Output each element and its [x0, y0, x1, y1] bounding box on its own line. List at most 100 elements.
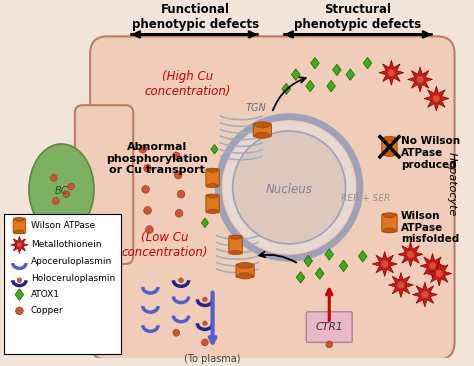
Polygon shape	[412, 282, 438, 307]
FancyBboxPatch shape	[206, 169, 219, 187]
Text: (To plasma): (To plasma)	[184, 354, 241, 364]
Polygon shape	[363, 57, 372, 69]
Ellipse shape	[237, 273, 253, 279]
Circle shape	[398, 281, 404, 288]
Ellipse shape	[230, 235, 241, 239]
Circle shape	[407, 251, 414, 258]
Polygon shape	[211, 145, 218, 154]
Polygon shape	[11, 236, 28, 254]
Circle shape	[51, 175, 57, 181]
Polygon shape	[315, 268, 324, 279]
Circle shape	[202, 321, 207, 326]
Polygon shape	[333, 64, 341, 76]
Circle shape	[381, 261, 388, 268]
Polygon shape	[310, 57, 319, 69]
Circle shape	[326, 341, 333, 348]
Polygon shape	[296, 272, 305, 283]
Circle shape	[388, 69, 395, 76]
Polygon shape	[304, 255, 312, 267]
Circle shape	[173, 152, 180, 160]
FancyBboxPatch shape	[206, 195, 219, 213]
Text: (Low Cu
concentration): (Low Cu concentration)	[121, 231, 208, 259]
Ellipse shape	[255, 122, 270, 128]
Text: Wilson ATPase: Wilson ATPase	[31, 221, 95, 230]
FancyBboxPatch shape	[90, 36, 455, 360]
Text: (High Cu
concentration): (High Cu concentration)	[145, 70, 231, 98]
Circle shape	[179, 278, 183, 283]
Ellipse shape	[223, 122, 355, 254]
Ellipse shape	[207, 194, 218, 198]
Circle shape	[433, 95, 440, 102]
Circle shape	[17, 278, 22, 283]
Polygon shape	[282, 83, 291, 95]
Polygon shape	[424, 86, 449, 111]
Circle shape	[201, 339, 208, 346]
Polygon shape	[427, 261, 452, 286]
Text: Hepatocyte: Hepatocyte	[447, 152, 456, 217]
Polygon shape	[408, 67, 432, 92]
Circle shape	[142, 186, 149, 193]
Ellipse shape	[230, 250, 241, 255]
Ellipse shape	[383, 152, 396, 157]
Polygon shape	[372, 251, 397, 276]
Circle shape	[175, 209, 183, 217]
Ellipse shape	[207, 209, 218, 213]
Text: BC: BC	[55, 186, 68, 196]
FancyBboxPatch shape	[75, 105, 133, 264]
Text: RER + SER: RER + SER	[341, 194, 390, 203]
Polygon shape	[379, 60, 404, 85]
Ellipse shape	[15, 230, 24, 234]
Ellipse shape	[207, 168, 218, 172]
Circle shape	[144, 206, 151, 214]
Text: Nucleus: Nucleus	[265, 183, 312, 196]
Polygon shape	[339, 260, 348, 272]
Polygon shape	[201, 218, 209, 228]
Text: Copper: Copper	[31, 306, 64, 315]
Text: Structural
phenotypic defects: Structural phenotypic defects	[294, 3, 421, 31]
Text: ATOX1: ATOX1	[31, 290, 60, 299]
Circle shape	[68, 183, 74, 190]
Polygon shape	[306, 81, 314, 92]
Text: Abnormal
phosphorylation
or Cu transport: Abnormal phosphorylation or Cu transport	[106, 142, 208, 175]
Polygon shape	[327, 81, 336, 92]
Polygon shape	[292, 69, 300, 81]
Polygon shape	[15, 289, 24, 300]
Circle shape	[173, 329, 180, 336]
FancyBboxPatch shape	[4, 214, 121, 354]
Circle shape	[144, 165, 151, 172]
Polygon shape	[346, 69, 355, 81]
FancyBboxPatch shape	[306, 312, 352, 342]
Polygon shape	[358, 251, 367, 262]
Ellipse shape	[255, 132, 270, 138]
FancyBboxPatch shape	[253, 123, 272, 137]
Polygon shape	[398, 242, 423, 267]
Circle shape	[139, 145, 146, 153]
Text: TGN: TGN	[245, 103, 266, 113]
Text: CTR1: CTR1	[316, 322, 343, 332]
Text: Functional
phenotypic defects: Functional phenotypic defects	[132, 3, 259, 31]
Circle shape	[63, 191, 70, 198]
Polygon shape	[325, 249, 334, 260]
FancyBboxPatch shape	[382, 137, 397, 156]
Polygon shape	[420, 254, 445, 278]
Ellipse shape	[29, 144, 94, 235]
Circle shape	[417, 76, 424, 83]
Circle shape	[436, 270, 443, 277]
Circle shape	[429, 262, 436, 269]
FancyBboxPatch shape	[382, 214, 397, 232]
Ellipse shape	[233, 131, 346, 244]
Polygon shape	[389, 273, 413, 298]
Ellipse shape	[207, 183, 218, 188]
Text: Holoceruloplasmin: Holoceruloplasmin	[31, 274, 115, 283]
Text: No Wilson
ATPase
produced: No Wilson ATPase produced	[401, 137, 460, 170]
Text: Apoceruloplasmin: Apoceruloplasmin	[31, 257, 112, 266]
FancyBboxPatch shape	[229, 236, 242, 254]
Text: Wilson
ATPase
misfolded: Wilson ATPase misfolded	[401, 211, 459, 244]
Text: Metallothionein: Metallothionein	[31, 240, 101, 249]
Ellipse shape	[383, 136, 396, 141]
Circle shape	[146, 226, 153, 234]
Ellipse shape	[15, 218, 24, 221]
FancyBboxPatch shape	[13, 218, 26, 234]
Ellipse shape	[237, 262, 253, 269]
Circle shape	[17, 242, 22, 247]
